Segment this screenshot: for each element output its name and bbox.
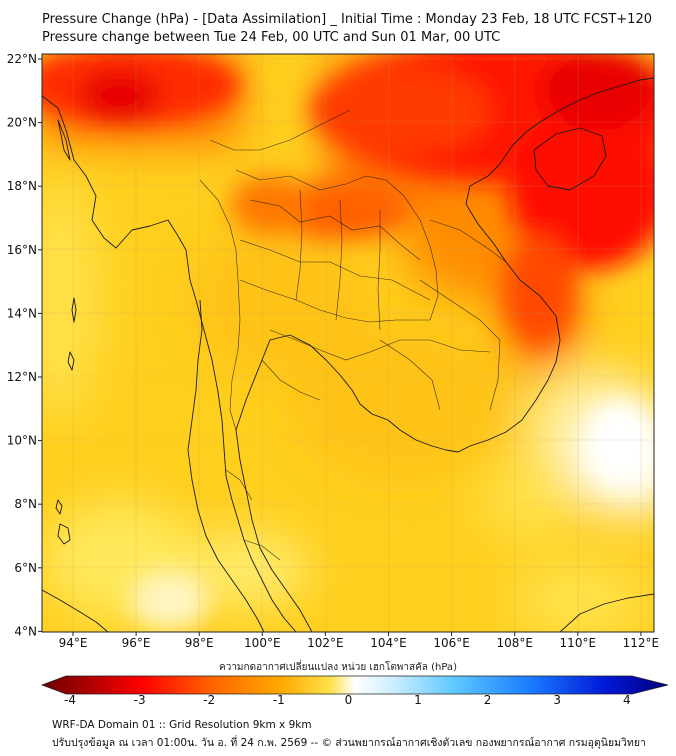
latitude-label: 8°N <box>14 497 37 511</box>
longitude-label: 98°E <box>185 636 214 650</box>
longitude-label: 110°E <box>560 636 597 650</box>
latitude-label: 10°N <box>7 434 37 448</box>
colorbar-tick-label: -2 <box>203 693 215 707</box>
longitude-label: 94°E <box>59 636 88 650</box>
latitude-label: 4°N <box>14 624 37 638</box>
plot-frame <box>41 53 655 633</box>
colorbar-tick-label: -4 <box>64 693 76 707</box>
map-title: Pressure Change (hPa) - [Data Assimilati… <box>42 12 652 27</box>
longitude-label: 106°E <box>433 636 470 650</box>
longitude-label: 96°E <box>122 636 151 650</box>
colorbar-tick-label: 0 <box>345 693 353 707</box>
latitude-label: 6°N <box>14 561 37 575</box>
colorbar-tick-label: -3 <box>134 693 146 707</box>
colorbar-tick-label: 3 <box>553 693 561 707</box>
latitude-ticks: 22°N 20°N 18°N 16°N 14°N 12°N 10°N 8°N 6°N 4°N <box>7 52 42 638</box>
model-info: WRF-DA Domain 01 :: Grid Resolution 9km … <box>52 719 312 731</box>
colorbar-label: ความกดอากาศเปลี่ยนแปลง หน่วย เฮกโตพาสคัล… <box>219 662 457 673</box>
latitude-label: 12°N <box>7 370 37 384</box>
colorbar-ticks: -4 -3 -2 -1 0 1 2 3 4 <box>64 693 631 707</box>
longitude-label: 104°E <box>370 636 407 650</box>
update-credit: ปรับปรุงข้อมูล ณ เวลา 01:00น. วัน อ. ที่… <box>52 737 646 749</box>
longitude-label: 100°E <box>244 636 281 650</box>
latitude-label: 20°N <box>7 116 37 130</box>
coastlines <box>42 77 654 632</box>
longitude-ticks: 94°E 96°E 98°E 100°E 102°E 104°E 106°E 108°E 110… <box>59 632 660 650</box>
longitude-label: 108°E <box>496 636 533 650</box>
longitude-label: 112°E <box>623 636 660 650</box>
latitude-label: 18°N <box>7 179 37 193</box>
map-subtitle: Pressure change between Tue 24 Feb, 00 U… <box>42 30 501 45</box>
colorbar <box>41 675 669 695</box>
colorbar-tick-label: -1 <box>273 693 285 707</box>
province-borders <box>199 109 507 561</box>
latitude-label: 16°N <box>7 243 37 257</box>
colorbar-tick-label: 1 <box>414 693 422 707</box>
latitude-label: 14°N <box>7 306 37 320</box>
latitude-label: 22°N <box>7 52 37 66</box>
pressure-field <box>42 54 654 632</box>
graticule <box>42 54 654 632</box>
longitude-label: 102°E <box>307 636 344 650</box>
colorbar-tick-label: 2 <box>484 693 492 707</box>
colorbar-tick-label: 4 <box>623 693 631 707</box>
